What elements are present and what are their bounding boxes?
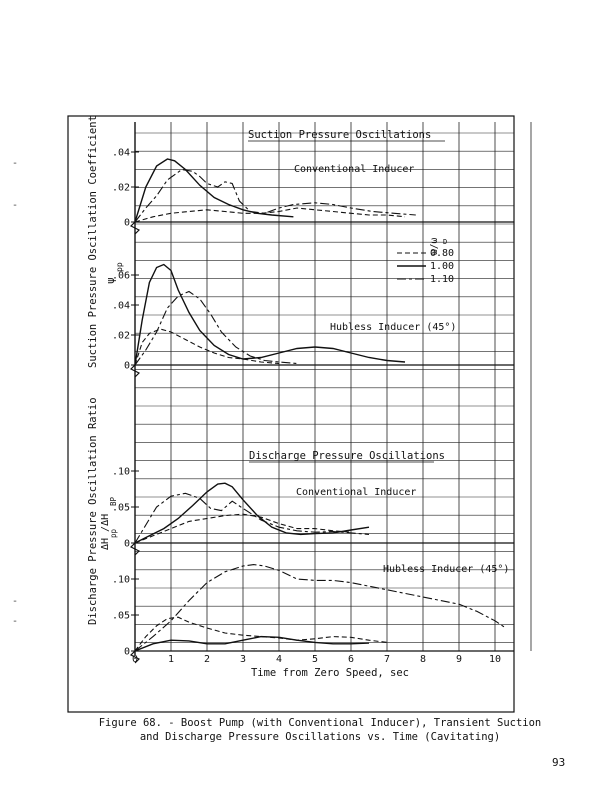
y-axis-symbol-sub: pp [115,262,124,272]
axis-break [129,542,141,556]
annotation-hubless-discharge: Hubless Inducer (45°) [383,564,509,575]
series-line-dash-short [134,513,352,544]
x-tick-label: 10 [489,654,501,665]
annotation-conventional-suction: Conventional Inducer [294,164,414,175]
series-line-dash-long [134,168,416,223]
y-axis-symbol-suction: ψ [104,277,117,284]
y-axis-symbol-sub2: BP [109,496,118,506]
y-axis-label-discharge: Discharge Pressure Oscillation Ratio [87,397,99,625]
y-tick-label: .02 [112,331,130,342]
axis-break [129,221,141,235]
series-line-solid [134,263,406,366]
caption-line-2: and Discharge Pressure Oscillations vs. … [139,731,501,743]
annotation-conventional-discharge: Conventional Inducer [296,487,416,498]
margin-mark: - [12,616,19,627]
y-tick-label: .10 [112,467,130,478]
axes [129,122,514,664]
axis-break [129,650,141,664]
y-tick-label: .10 [112,575,130,586]
x-tick-label: 9 [456,654,462,665]
margin-mark: - [12,200,19,211]
plot-series [134,158,507,652]
series-line-dash-short [134,328,280,366]
y-tick-label: 0 [124,647,130,658]
y-tick-label: .05 [112,611,130,622]
series-line-dash-long [134,290,298,366]
y-tick-label: .05 [112,503,130,514]
legend-label: 0.80 [430,248,454,259]
y-tick-label: 0 [124,539,130,550]
y-axis-symbol-discharge: ΔH /ΔH [100,514,111,550]
series-line-solid [134,635,370,652]
y-axis-label-suction: Suction Pressure Oscillation Coefficient [87,115,99,368]
x-tick-label: 0 [132,654,138,665]
x-axis-label: Time from Zero Speed, sec [251,667,409,679]
grid-lines [134,122,532,651]
margin-mark: - [12,158,19,169]
x-tick-label: 1 [168,654,174,665]
y-tick-label: 0 [124,361,130,372]
x-tick-label: 2 [204,654,210,665]
x-tick-label: 4 [276,654,282,665]
figure-caption: Figure 68. - Boost Pump (with Convention… [60,716,580,744]
page-number: 93 [552,756,566,769]
annotation-hubless-suction: Hubless Inducer (45°) [330,322,456,333]
x-tick-label: 3 [240,654,246,665]
chart-labels: 0 .02 .04 0 .02 .04 .06 0 .05 .10 0 .05 .10 Suction P… [87,115,509,679]
legend-title-sub: D [443,238,447,246]
legend-title: ω/ω [429,238,440,255]
y-tick-label: .04 [112,148,130,159]
discharge-title: Discharge Pressure Oscillations [249,450,445,462]
x-tick-label: 7 [384,654,390,665]
series-line-solid [134,482,370,544]
y-axis-symbol-sub1: pp [109,528,118,538]
caption-line-1: Figure 68. - Boost Pump (with Convention… [98,717,542,729]
series-line-dash-long [134,564,507,652]
axis-break [129,364,141,378]
series-line-dash-short [134,616,388,652]
series-line-dash-long [134,492,370,544]
margin-mark: - [12,596,19,607]
y-tick-label: .02 [112,183,130,194]
y-tick-label: 0 [124,218,130,229]
figure-frame [67,115,515,713]
x-tick-label: 6 [348,654,354,665]
x-tick-label: 5 [312,654,318,665]
y-tick-label: .04 [112,301,130,312]
legend-label: 1.10 [430,274,454,285]
legend-label: 1.00 [430,261,454,272]
suction-title: Suction Pressure Oscillations [248,129,431,141]
y-tick-label: .06 [112,271,130,282]
series-line-dash-short [134,207,406,223]
x-tick-label: 8 [420,654,426,665]
